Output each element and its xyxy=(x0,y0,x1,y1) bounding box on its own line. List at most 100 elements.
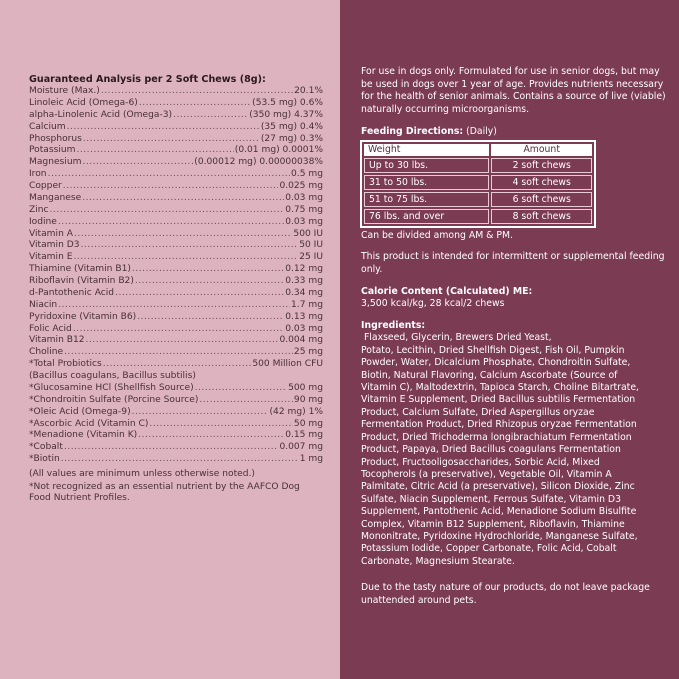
ingredients-line: Carbonate, Magnesium Stearate. xyxy=(361,555,515,567)
ingredients-line: Supplement, Pantothenic Acid, Menadione … xyxy=(361,506,637,518)
amount-cell: 8 soft chews xyxy=(491,208,592,224)
nutrient-name: Moisture (Max.) xyxy=(29,86,100,96)
dot-leader xyxy=(74,229,292,241)
table-row: 51 to 75 lbs. 6 soft chews xyxy=(364,191,592,207)
analysis-row: *Total Probiotics 500 Million CFU xyxy=(29,359,323,371)
nutrient-value: 25 mg xyxy=(293,347,323,358)
nutrient-value: 0.33 mg xyxy=(285,276,323,286)
nutrient-name: Pyridoxine (Vitamin B6) xyxy=(29,311,137,322)
analysis-row: Iodine 0.03 mg xyxy=(29,217,323,229)
nutrient-name: *Glucosamine HCl (Shellfish Source) xyxy=(29,382,194,393)
dot-leader xyxy=(132,407,269,419)
nutrient-name: d-Pantothenic Acid xyxy=(29,287,115,298)
ingredients-line: Sulfate, Niacin Supplement, Ferrous Sulf… xyxy=(361,493,621,505)
analysis-row: Moisture (Max.) 20.1% xyxy=(29,86,323,98)
nutrient-value: 500 Million CFU xyxy=(252,359,323,370)
dot-leader xyxy=(149,419,292,431)
intro-text: For use in dogs only. Formulated for use… xyxy=(361,66,666,116)
nutrient-value: (0.01 mg) 0.0001% xyxy=(234,145,323,156)
nutrient-value: (27 mg) 0.3% xyxy=(260,133,323,144)
directions-panel: For use in dogs only. Formulated for use… xyxy=(340,0,679,679)
nutrient-name: *Total Probiotics xyxy=(29,359,102,370)
nutrient-name: *Ascorbic Acid (Vitamin C) xyxy=(29,418,149,429)
analysis-row: Vitamin D3 50 IU xyxy=(29,240,323,252)
dot-leader xyxy=(82,193,284,205)
nutrient-value: 0.004 mg xyxy=(279,335,323,346)
nutrient-name: Linoleic Acid (Omega-6) xyxy=(29,97,138,108)
nutrient-value: (42 mg) 1% xyxy=(269,406,323,417)
analysis-row: Manganese 0.03 mg xyxy=(29,193,323,205)
guaranteed-analysis: Guaranteed Analysis per 2 Soft Chews (8g… xyxy=(29,74,323,506)
nutrient-value: 0.15 mg xyxy=(285,430,323,441)
nutrient-value: 1 mg xyxy=(299,454,323,465)
dot-leader xyxy=(195,383,287,395)
ingredients-line: Product, Fructooligosaccharides, Sorbic … xyxy=(361,456,600,468)
dot-leader xyxy=(73,252,298,264)
ingredients-line: Potato, Lecithin, Dried Shellfish Digest… xyxy=(361,344,625,356)
nutrient-value: 0.75 mg xyxy=(285,204,323,215)
ingredients-text: Flaxseed, Glycerin, Brewers Dried Yeast, xyxy=(361,332,552,344)
calorie-value: 3,500 kcal/kg, 28 kcal/2 chews xyxy=(361,298,505,310)
nutrient-name: Vitamin B12 xyxy=(29,335,85,346)
dot-leader xyxy=(138,430,284,442)
nutrient-name: alpha-Linolenic Acid (Omega-3) xyxy=(29,109,173,120)
dot-leader xyxy=(63,181,279,193)
dot-leader xyxy=(58,300,290,312)
nutrient-value: 90 mg xyxy=(293,394,323,405)
nutrient-value: 50 mg xyxy=(293,418,323,429)
nutrient-value: 0.007 mg xyxy=(279,442,323,453)
dot-leader xyxy=(77,145,234,157)
nutrient-name: Zinc xyxy=(29,204,49,215)
analysis-row: Thiamine (Vitamin B1) 0.12 mg xyxy=(29,264,323,276)
nutrient-value: 0.13 mg xyxy=(285,311,323,322)
aafco-note: *Not recognized as an essential nutrient… xyxy=(29,482,300,503)
nutrient-name: *Biotin xyxy=(29,454,60,465)
analysis-row: Linoleic Acid (Omega-6) (53.5 mg) 0.6% xyxy=(29,98,323,110)
analysis-row: *Cobalt 0.007 mg xyxy=(29,442,323,454)
nutrient-name: Choline xyxy=(29,347,64,358)
analysis-row: *Biotin 1 mg xyxy=(29,454,323,466)
table-row: 76 lbs. and over 8 soft chews xyxy=(364,208,592,224)
nutrient-value: 50 IU xyxy=(299,240,323,251)
nutrient-value: 1.7 mg xyxy=(291,299,323,310)
dot-leader xyxy=(48,169,290,181)
analysis-row: alpha-Linolenic Acid (Omega-3) (350 mg) 4… xyxy=(29,110,323,122)
intermittent-note: This product is intended for intermitten… xyxy=(361,251,665,275)
ingredients-line: Vitamin E Supplement, Dried Bacillus sub… xyxy=(361,394,636,406)
analysis-row: *Menadione (Vitamin K) 0.15 mg xyxy=(29,430,323,442)
dot-leader xyxy=(132,264,284,276)
ingredients-line: Product, Papaya, Dried Bacillus coagulan… xyxy=(361,444,621,456)
feeding-label: Feeding Directions: xyxy=(361,125,464,137)
probiotics-note: (Bacillus coagulans, Bacillus subtilis) xyxy=(29,371,196,381)
dot-leader xyxy=(137,312,284,324)
nutrient-value: 0.03 mg xyxy=(285,192,323,203)
analysis-row: Copper 0.025 mg xyxy=(29,181,323,193)
nutrient-value: 500 mg xyxy=(288,382,323,393)
analysis-row: Vitamin B12 0.004 mg xyxy=(29,335,323,347)
ingredients-line: Mononitrate, Pyridoxine Hydrochloride, M… xyxy=(361,530,638,542)
nutrient-name: Folic Acid xyxy=(29,323,72,334)
table-row: Up to 30 lbs. 2 soft chews xyxy=(364,157,592,173)
analysis-row: Magnesium (0.00012 mg) 0.00000038% xyxy=(29,157,323,169)
nutrient-name: *Oleic Acid (Omega-9) xyxy=(29,406,131,417)
analysis-row: *Oleic Acid (Omega-9) (42 mg) 1% xyxy=(29,407,323,419)
analysis-row: *Glucosamine HCl (Shellfish Source) 500 m… xyxy=(29,383,323,395)
nutrient-name: Niacin xyxy=(29,299,58,310)
ingredients-line: Palmitate, Citric Acid (a preservative),… xyxy=(361,481,635,493)
dot-leader xyxy=(115,288,284,300)
ingredients-label: Ingredients: xyxy=(361,320,426,332)
nutrient-name: Thiamine (Vitamin B1) xyxy=(29,264,131,275)
nutrient-name: Calcium xyxy=(29,121,66,132)
nutrient-value: 0.025 mg xyxy=(279,181,323,191)
nutrient-name: Vitamin A xyxy=(29,228,73,239)
nutrient-name: Riboflavin (Vitamin B2) xyxy=(29,276,134,286)
calorie-label: Calorie Content (Calculated) ME: xyxy=(361,285,533,297)
dot-leader xyxy=(64,347,293,359)
analysis-row: *Chondroitin Sulfate (Porcine Source) 90 … xyxy=(29,395,323,407)
nutrient-name: Vitamin D3 xyxy=(29,240,80,251)
weight-cell: 76 lbs. and over xyxy=(364,208,490,224)
weight-cell: 31 to 50 lbs. xyxy=(364,174,490,190)
ingredients: Ingredients: Flaxseed, Glycerin, Brewers… xyxy=(361,320,666,568)
ingredients-line: Tocopherols (a preservative), Vegetable … xyxy=(361,468,612,480)
nutrient-value: 0.12 mg xyxy=(285,264,323,275)
